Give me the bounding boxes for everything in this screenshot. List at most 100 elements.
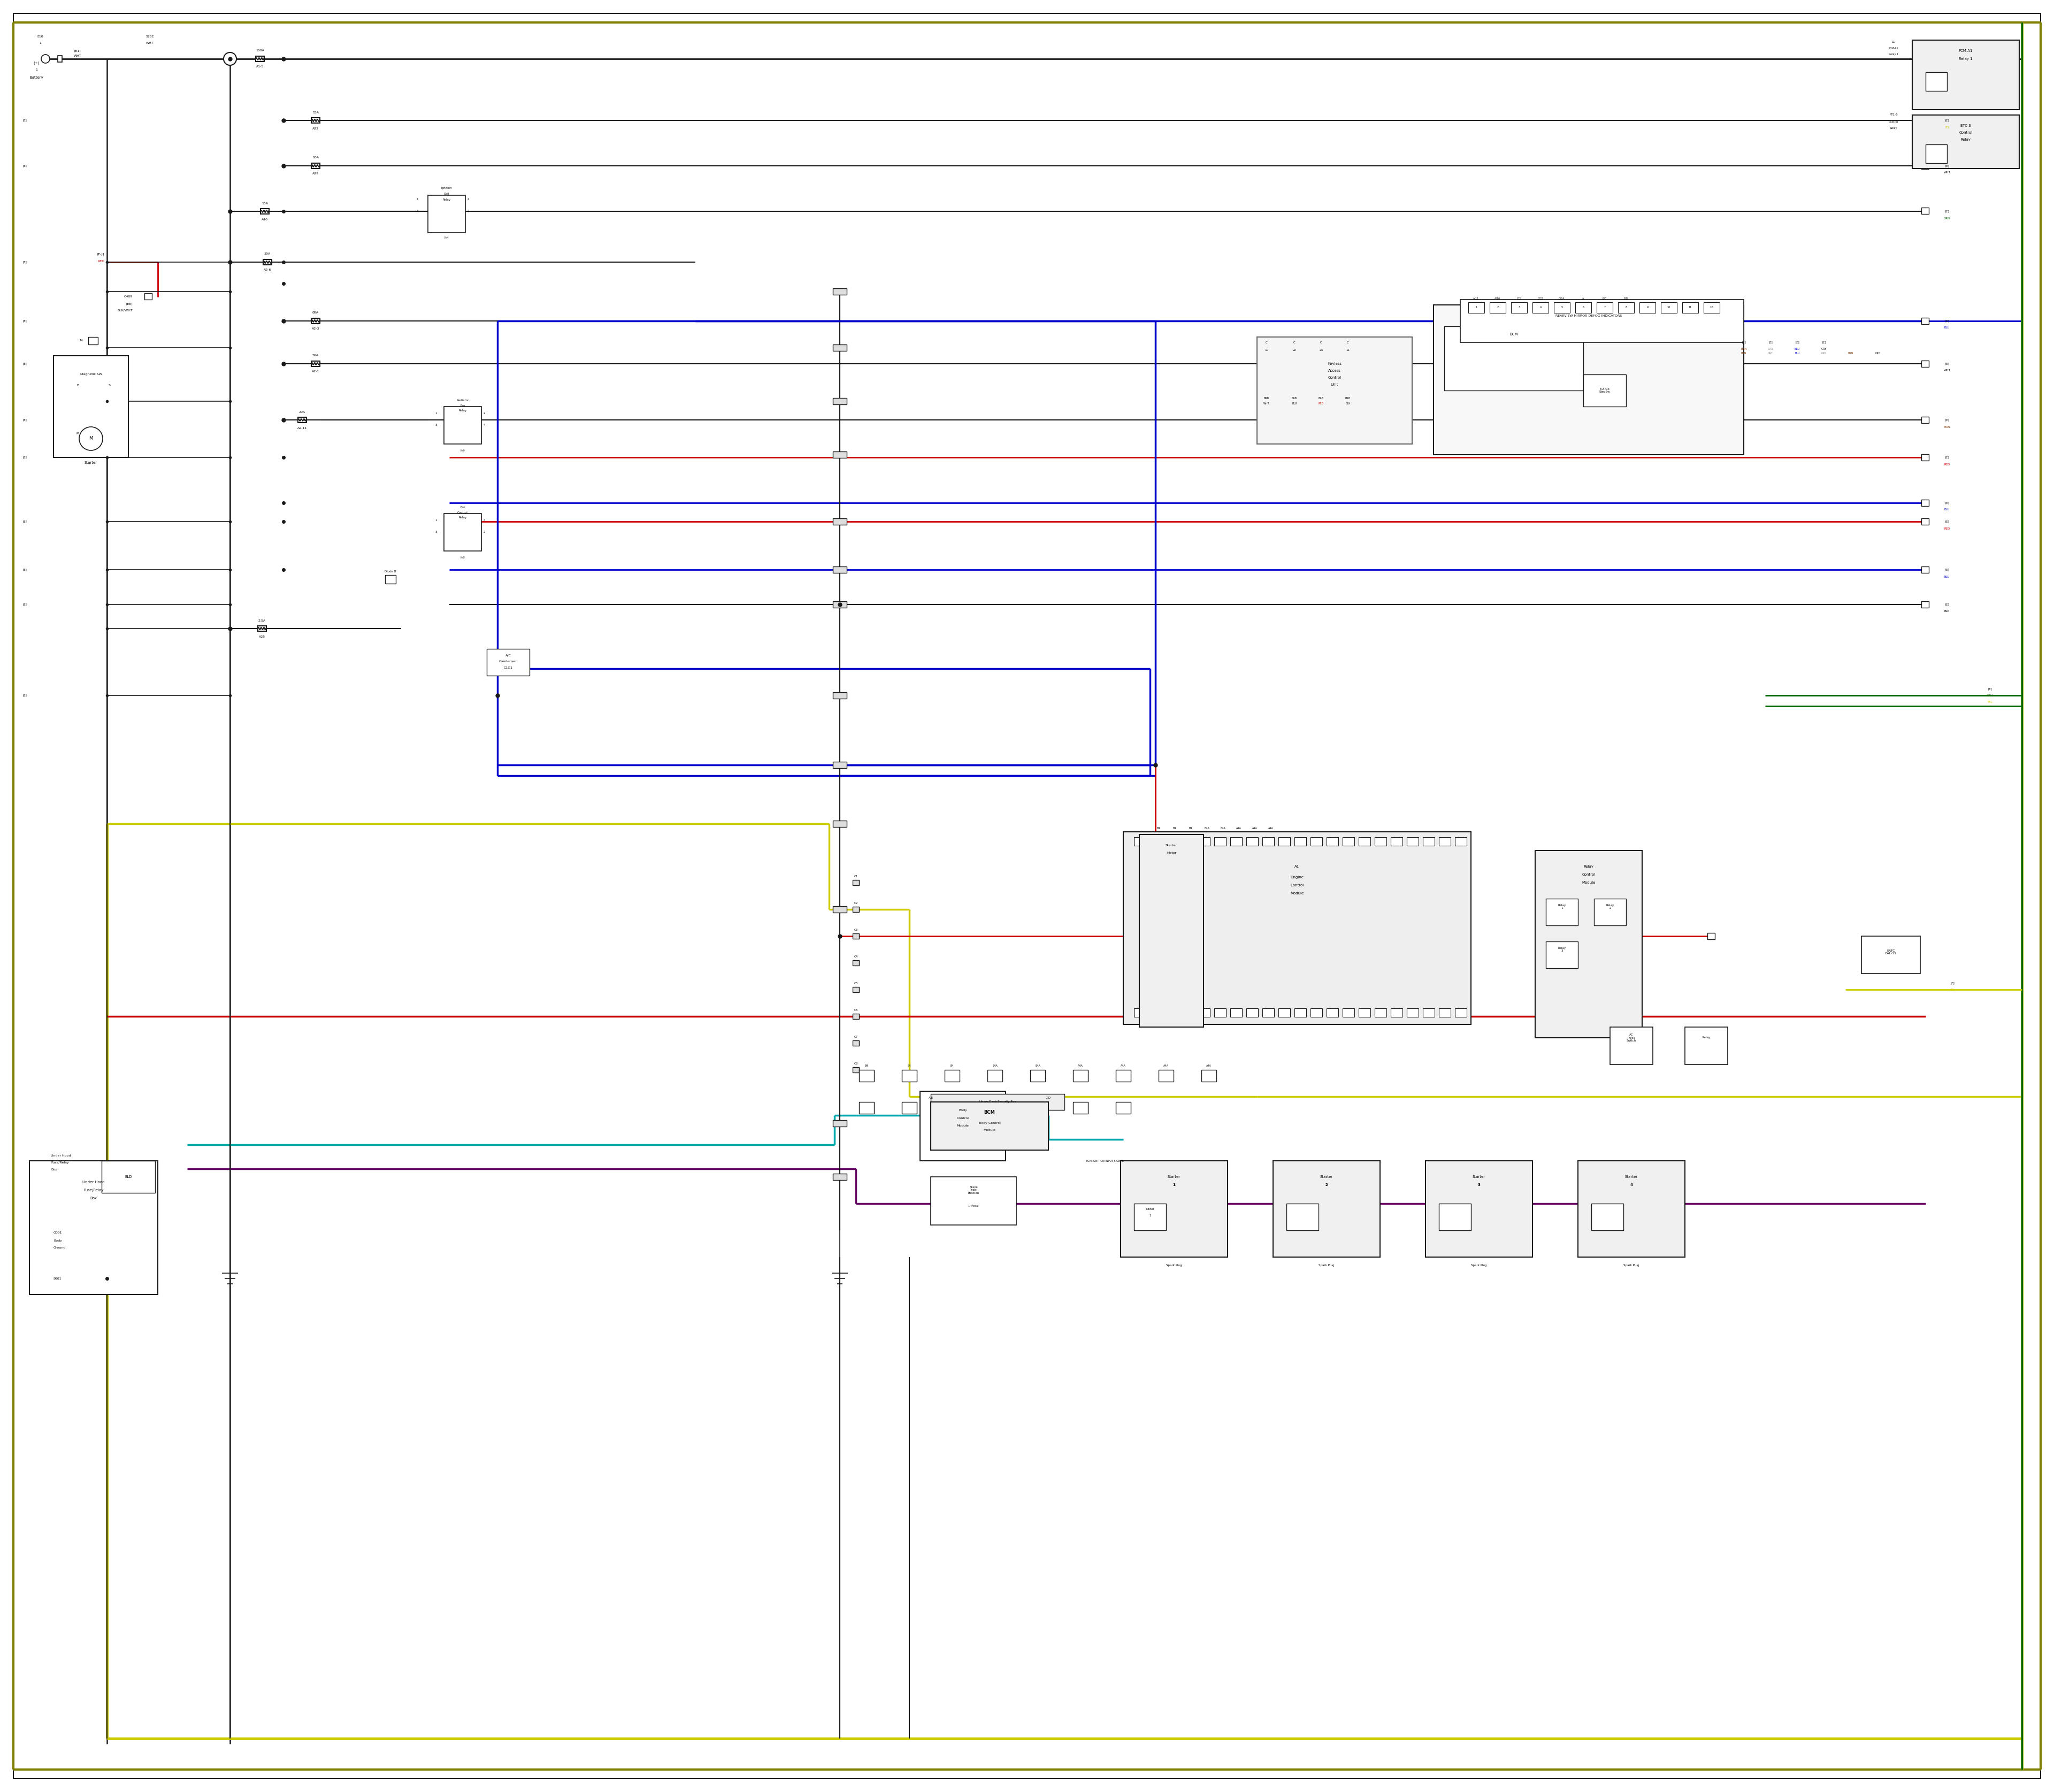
Text: BLU: BLU: [1945, 326, 1949, 330]
Text: [E]: [E]: [1945, 455, 1949, 459]
Bar: [1920, 360, 1929, 367]
Bar: [1072, 1102, 1089, 1113]
Text: Relay: Relay: [1703, 1036, 1711, 1039]
Bar: [1534, 851, 1641, 1038]
Bar: [1682, 303, 1699, 314]
Text: [E]: [E]: [1795, 340, 1799, 344]
Text: C2: C2: [854, 901, 859, 905]
Bar: [1286, 1204, 1319, 1231]
Text: GRN: GRN: [1943, 217, 1949, 220]
Bar: [1230, 1009, 1243, 1016]
Bar: [852, 961, 859, 966]
Text: Control: Control: [1327, 376, 1341, 380]
Bar: [1440, 1204, 1471, 1231]
Bar: [29, 1161, 158, 1294]
Text: [E]: [E]: [1945, 604, 1949, 606]
Text: 4: 4: [1631, 1183, 1633, 1186]
Text: Under-Dash Security Box: Under-Dash Security Box: [980, 1100, 1017, 1104]
Text: [E]: [E]: [1945, 319, 1949, 323]
Text: Body Control: Body Control: [978, 1122, 1000, 1125]
Bar: [1263, 1009, 1273, 1016]
Text: A2-11: A2-11: [298, 426, 308, 430]
Text: BCM IGNITION INPUT SIGNAL: BCM IGNITION INPUT SIGNAL: [1087, 1159, 1124, 1163]
Bar: [1374, 837, 1386, 846]
Bar: [852, 987, 859, 993]
Bar: [1391, 1009, 1403, 1016]
Text: [E]: [E]: [1951, 982, 1955, 984]
Bar: [1374, 1009, 1386, 1016]
Text: M: M: [88, 435, 92, 441]
Text: IA8: IA8: [460, 556, 464, 559]
Text: BLU: BLU: [1945, 509, 1949, 511]
Text: A4A: A4A: [1163, 1064, 1169, 1068]
Text: BLK: BLK: [1345, 403, 1349, 405]
Bar: [255, 56, 265, 61]
Bar: [1031, 1102, 1045, 1113]
Text: Module: Module: [1582, 882, 1596, 883]
Text: C/2A: C/2A: [1559, 297, 1565, 299]
Text: A4A: A4A: [1267, 826, 1273, 830]
Bar: [1592, 1204, 1623, 1231]
Text: Diode B: Diode B: [384, 570, 396, 573]
Text: C/2: C/2: [1518, 297, 1522, 299]
Text: Spark Plug: Spark Plug: [1319, 1263, 1335, 1267]
Text: PCM-A1: PCM-A1: [1888, 47, 1898, 50]
Bar: [1140, 835, 1204, 1027]
Text: Relay
2: Relay 2: [1606, 903, 1614, 910]
Text: BRB: BRB: [1319, 398, 1325, 400]
Text: E10: E10: [37, 36, 43, 38]
Text: Starter: Starter: [1625, 1176, 1637, 1179]
Bar: [1912, 115, 2019, 168]
Text: Access: Access: [1329, 369, 1341, 373]
Text: A-B: A-B: [928, 1097, 933, 1098]
Bar: [832, 692, 846, 699]
Bar: [88, 337, 99, 344]
Text: B4: B4: [865, 1064, 869, 1068]
Text: Ground: Ground: [53, 1247, 66, 1249]
Text: RED: RED: [97, 260, 105, 262]
Text: C/22: C/22: [1538, 297, 1543, 299]
Bar: [312, 360, 320, 366]
Text: IA6: IA6: [460, 450, 464, 452]
Text: YEL: YEL: [1949, 987, 1955, 991]
Text: BRN: BRN: [1849, 351, 1853, 355]
Bar: [1278, 1009, 1290, 1016]
Text: A4A: A4A: [1253, 826, 1257, 830]
Bar: [930, 1102, 1048, 1150]
Text: B4: B4: [1156, 826, 1161, 830]
Text: B4A: B4A: [1035, 1064, 1039, 1068]
Text: Control: Control: [458, 511, 468, 514]
Bar: [1310, 1009, 1323, 1016]
Text: [E]: [E]: [23, 604, 27, 606]
Text: [E]: [E]: [23, 262, 27, 263]
Bar: [1391, 837, 1403, 846]
Text: [E-J]: [E-J]: [97, 253, 105, 256]
Bar: [1257, 337, 1413, 444]
Bar: [1920, 453, 1929, 461]
Text: S25E: S25E: [146, 36, 154, 38]
Text: [E]: [E]: [1742, 340, 1746, 344]
Bar: [1584, 375, 1627, 407]
Text: A/10: A/10: [1495, 297, 1501, 299]
Text: 20A: 20A: [300, 410, 306, 414]
Text: C7: C7: [854, 1036, 859, 1038]
Bar: [1920, 208, 1929, 213]
Bar: [852, 907, 859, 912]
Bar: [312, 319, 320, 324]
Text: A4A: A4A: [1078, 1064, 1082, 1068]
Text: Spark Plug: Spark Plug: [1471, 1263, 1487, 1267]
Text: Control: Control: [1582, 873, 1596, 876]
Bar: [1327, 837, 1339, 846]
Bar: [852, 1068, 859, 1073]
Text: E/D: E/D: [1625, 297, 1629, 299]
Text: B4: B4: [1189, 826, 1193, 830]
Text: GRY: GRY: [1768, 348, 1773, 351]
Text: 2A: 2A: [1319, 349, 1323, 351]
Text: Module: Module: [984, 1129, 996, 1131]
Text: IA4: IA4: [444, 237, 450, 240]
Text: S001: S001: [53, 1278, 62, 1279]
Text: (+): (+): [33, 61, 39, 65]
Bar: [1214, 837, 1226, 846]
Text: 50A: 50A: [312, 355, 318, 357]
Text: Magnetic SW: Magnetic SW: [80, 373, 103, 376]
